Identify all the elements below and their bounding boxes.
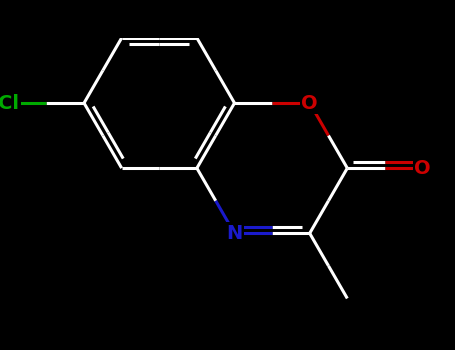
Text: O: O <box>414 159 431 178</box>
Text: Cl: Cl <box>0 93 20 112</box>
Text: O: O <box>301 93 318 112</box>
Text: N: N <box>226 224 243 243</box>
